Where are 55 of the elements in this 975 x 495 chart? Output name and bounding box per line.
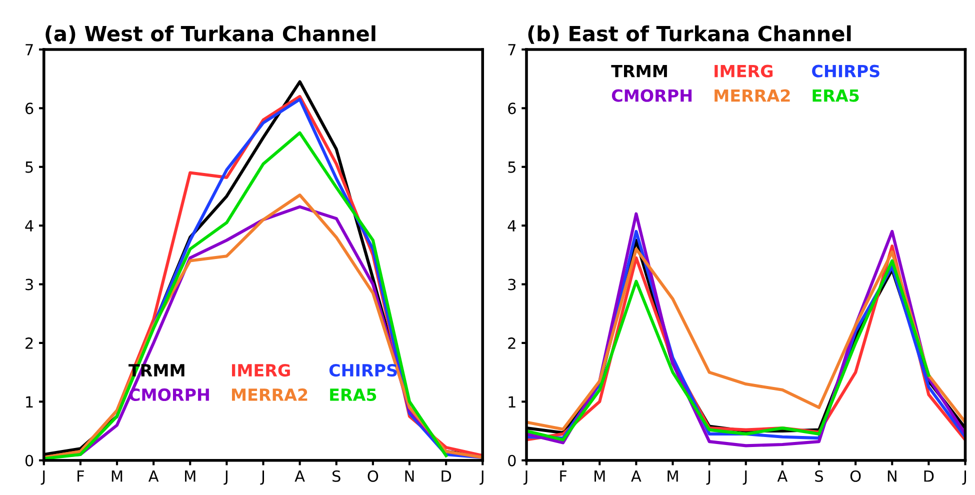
x-tick-label: A <box>148 470 159 482</box>
x-tick-label: J <box>480 470 484 485</box>
chart-title: (b) East of Turkana Channel <box>528 25 851 44</box>
text: MERRA2 <box>232 388 308 401</box>
x-tick-label: A <box>777 470 788 482</box>
x-tick-label: S <box>815 470 823 482</box>
x-tick-label: M <box>112 470 122 482</box>
x-tick-label: J <box>224 470 228 485</box>
x-tick-label: O <box>850 470 861 482</box>
text: MERRA2 <box>714 89 790 102</box>
y-tick-label: 3 <box>508 278 516 290</box>
x-tick-label: J <box>523 470 528 485</box>
x-tick-label: N <box>888 470 896 482</box>
y-tick-label: 7 <box>26 44 33 56</box>
x-tick-label: J <box>742 470 747 485</box>
x-tick-label: F <box>78 470 84 482</box>
x-tick-label: M <box>668 470 678 482</box>
text: IMERG <box>714 64 773 78</box>
series-label: CHIRPS <box>329 364 397 377</box>
y-tick-label: 7 <box>508 44 516 56</box>
y-tick-label: 4 <box>508 220 516 232</box>
y-tick-label: 0 <box>25 454 34 466</box>
y-tick-label: 2 <box>508 337 516 349</box>
text: TRMM <box>611 65 667 78</box>
chart-title: (a) West of Turkana Channel <box>46 25 376 44</box>
x-tick-label: O <box>368 470 378 482</box>
x-tick-label: J <box>962 470 966 485</box>
y-tick-label: 5 <box>508 162 516 173</box>
y-tick-label: 6 <box>26 102 34 114</box>
x-tick-label: M <box>185 470 196 482</box>
y-tick-label: 4 <box>25 220 34 232</box>
x-tick-label: D <box>924 470 934 482</box>
x-tick-label: M <box>594 470 605 482</box>
text: CHIRPS <box>812 64 880 78</box>
x-tick-label: J <box>40 470 45 485</box>
y-tick-label: 1 <box>508 396 516 408</box>
y-tick-label: 1 <box>26 396 33 408</box>
y-tick-label: 5 <box>26 162 33 173</box>
text: ERA5 <box>812 89 859 102</box>
x-tick-label: F <box>560 470 567 482</box>
x-tick-label: A <box>631 470 642 482</box>
series-label: ERA5 <box>330 388 376 402</box>
y-tick-label: 2 <box>26 337 33 349</box>
x-tick-label: J <box>260 470 264 485</box>
y-tick-label: 6 <box>508 102 516 114</box>
y-tick-label: 0 <box>508 454 516 466</box>
x-tick-label: N <box>405 470 414 482</box>
x-tick-label: A <box>294 470 305 482</box>
x-tick-label: D <box>442 470 452 482</box>
y-tick-label: 3 <box>26 278 33 290</box>
text: CMORPH <box>612 89 692 102</box>
x-tick-label: S <box>332 470 340 482</box>
x-tick-label: J <box>706 470 710 485</box>
line-series <box>44 131 448 460</box>
text: IMERG <box>232 364 290 377</box>
